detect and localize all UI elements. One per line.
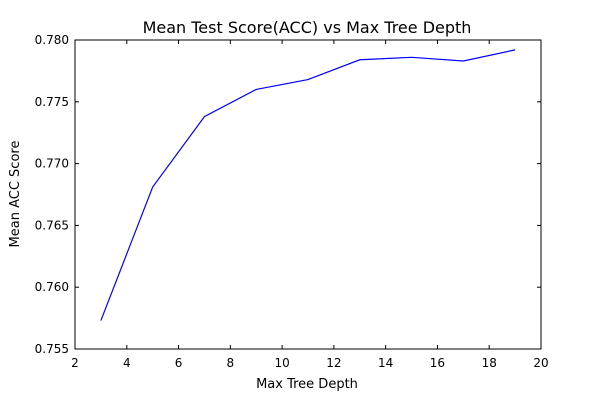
y-tick-label: 0.765 (35, 218, 69, 232)
x-tick-label: 14 (378, 356, 393, 370)
x-tick-label: 20 (533, 356, 548, 370)
y-tick-label: 0.770 (35, 157, 69, 171)
x-tick-label: 16 (430, 356, 445, 370)
x-tick-label: 10 (274, 356, 289, 370)
plot-area: 2 4 6 8 10 12 14 16 18 20 0.755 0.760 0.765 0.770 0.77… (35, 33, 549, 370)
y-tick-label: 0.780 (35, 33, 69, 47)
y-tick-label: 0.760 (35, 280, 69, 294)
x-tick-label: 8 (227, 356, 235, 370)
x-tick-label: 18 (482, 356, 497, 370)
y-tick-label: 0.755 (35, 342, 69, 356)
y-axis-label: Mean ACC Score (8, 141, 23, 248)
y-tick-label: 0.775 (35, 95, 69, 109)
x-tick-label: 4 (123, 356, 131, 370)
x-tick-label: 2 (71, 356, 79, 370)
series-line (100, 49, 516, 321)
x-axis-label: Max Tree Depth (256, 377, 358, 392)
x-tick-label: 12 (326, 356, 341, 370)
plot-frame (74, 39, 542, 350)
x-tick-label: 6 (175, 356, 183, 370)
chart-title: Mean Test Score(ACC) vs Max Tree Depth (143, 18, 472, 37)
